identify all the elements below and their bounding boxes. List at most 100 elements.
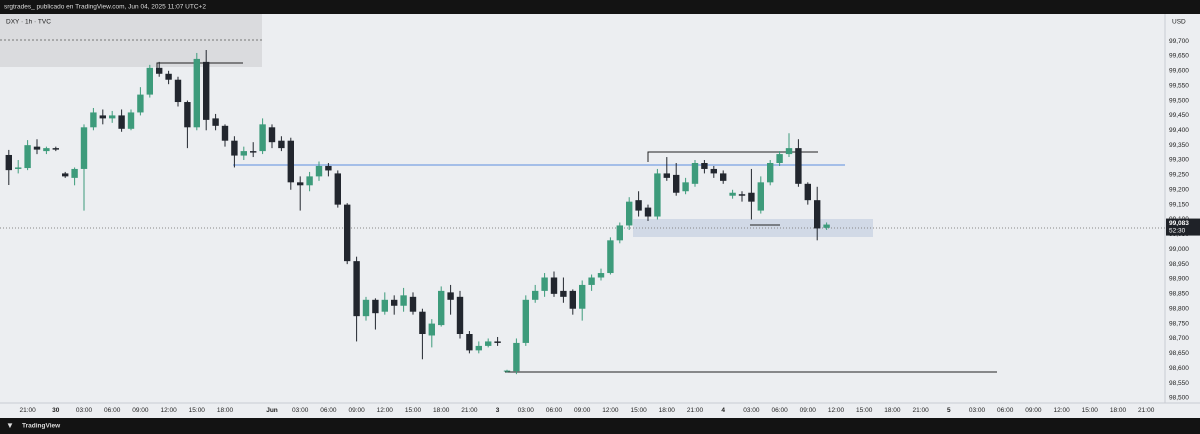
x-tick-label: 09:00	[574, 407, 591, 414]
candle-body	[193, 58, 200, 128]
candle-body	[503, 370, 511, 372]
candle-body	[513, 342, 520, 372]
x-tick-label: 12:00	[602, 407, 619, 414]
candle-body	[663, 173, 670, 178]
y-tick-label: 98,950	[1169, 261, 1189, 268]
candle-body	[428, 323, 435, 336]
x-tick-label: 18:00	[884, 407, 901, 414]
x-tick-label: 06:00	[771, 407, 788, 414]
candle-body	[315, 165, 323, 177]
x-tick-label: 21:00	[912, 407, 929, 414]
candle-body	[588, 277, 595, 285]
candle-body	[532, 290, 539, 300]
y-tick-label: 99,150	[1169, 201, 1189, 208]
candle-body	[231, 140, 238, 156]
y-tick-label: 99,550	[1169, 82, 1189, 89]
x-tick-label: 12:00	[1053, 407, 1070, 414]
x-tick-label: 15:00	[189, 407, 206, 414]
candle-body	[579, 284, 586, 309]
candle-body	[720, 173, 727, 181]
candle-body	[626, 201, 633, 226]
x-tick-label: 15:00	[630, 407, 647, 414]
x-tick-label: 09:00	[132, 407, 149, 414]
y-tick-label: 99,000	[1169, 246, 1189, 253]
x-tick-label: 21:00	[19, 407, 36, 414]
candle-body	[710, 168, 717, 174]
x-tick-label: 09:00	[1025, 407, 1042, 414]
x-tick-label: 18:00	[1110, 407, 1127, 414]
candle-body	[362, 299, 370, 317]
candle-body	[644, 207, 652, 217]
candle-body	[814, 200, 821, 229]
candle-body	[691, 162, 699, 184]
x-tick-label: Jun	[266, 407, 278, 414]
y-tick-label: 99,400	[1169, 127, 1189, 134]
y-tick-label: 99,600	[1169, 68, 1189, 75]
countdown: 52:30	[1169, 227, 1186, 234]
x-tick-label: 21:00	[461, 407, 478, 414]
y-tick-label: 98,600	[1169, 365, 1189, 372]
candle-body	[795, 148, 802, 184]
candle-body	[203, 61, 210, 120]
x-tick-label: 03:00	[743, 407, 760, 414]
candle-body	[287, 140, 294, 183]
x-tick-label: 06:00	[997, 407, 1014, 414]
x-tick-label: 21:00	[1138, 407, 1155, 414]
candle-body	[156, 67, 163, 74]
candle-body	[823, 224, 830, 228]
y-tick-label: 99,700	[1169, 38, 1189, 45]
candle-body	[5, 154, 12, 171]
candle-body	[381, 299, 388, 312]
candle-body	[607, 240, 614, 274]
candle-body	[616, 225, 623, 241]
y-tick-label: 98,750	[1169, 320, 1189, 327]
x-tick-label: 03:00	[292, 407, 309, 414]
zone-box	[0, 14, 262, 67]
candle-body	[682, 182, 689, 192]
y-tick-label: 98,900	[1169, 276, 1189, 283]
candle-body	[485, 341, 492, 346]
price-axis	[1165, 14, 1200, 403]
candle-body	[174, 79, 182, 103]
candle-body	[447, 292, 454, 300]
y-tick-label: 98,650	[1169, 350, 1189, 357]
candle-body	[306, 176, 313, 186]
candle-body	[90, 112, 97, 128]
candle-body	[541, 277, 548, 291]
candle-body	[146, 67, 153, 95]
y-tick-label: 99,200	[1169, 186, 1189, 193]
candle-body	[560, 290, 567, 297]
candle-body	[419, 311, 426, 335]
candle-body	[804, 183, 811, 201]
candle-body	[278, 140, 285, 149]
candle-body	[466, 334, 473, 351]
x-tick-label: 4	[721, 407, 725, 414]
x-tick-label: 03:00	[518, 407, 535, 414]
x-tick-label: 5	[947, 407, 951, 414]
last-price-box	[1166, 218, 1200, 236]
y-tick-label: 98,550	[1169, 380, 1189, 387]
currency: USD	[1172, 19, 1186, 26]
symbol: DXY · 1h · TVC	[6, 19, 51, 26]
candle-body	[635, 200, 642, 211]
candle-body	[250, 151, 257, 153]
candle-body	[165, 73, 172, 80]
candle-body	[80, 127, 88, 169]
y-tick-label: 99,250	[1169, 172, 1189, 179]
candle-body	[62, 173, 69, 177]
logo-icon: ▼	[6, 421, 14, 430]
header: srgtrades_ publicado en TradingView.com,…	[4, 4, 206, 11]
y-tick-label: 99,300	[1169, 157, 1189, 164]
x-tick-label: 18:00	[659, 407, 676, 414]
candle-body	[673, 174, 680, 193]
x-tick-label: 21:00	[687, 407, 704, 414]
candle-body	[353, 261, 360, 317]
x-tick-label: 15:00	[856, 407, 873, 414]
candle-body	[43, 148, 50, 152]
candle-body	[240, 151, 247, 156]
y-tick-label: 98,800	[1169, 305, 1189, 312]
last-price-label: 99,083	[1169, 220, 1189, 227]
x-tick-label: 03:00	[76, 407, 93, 414]
